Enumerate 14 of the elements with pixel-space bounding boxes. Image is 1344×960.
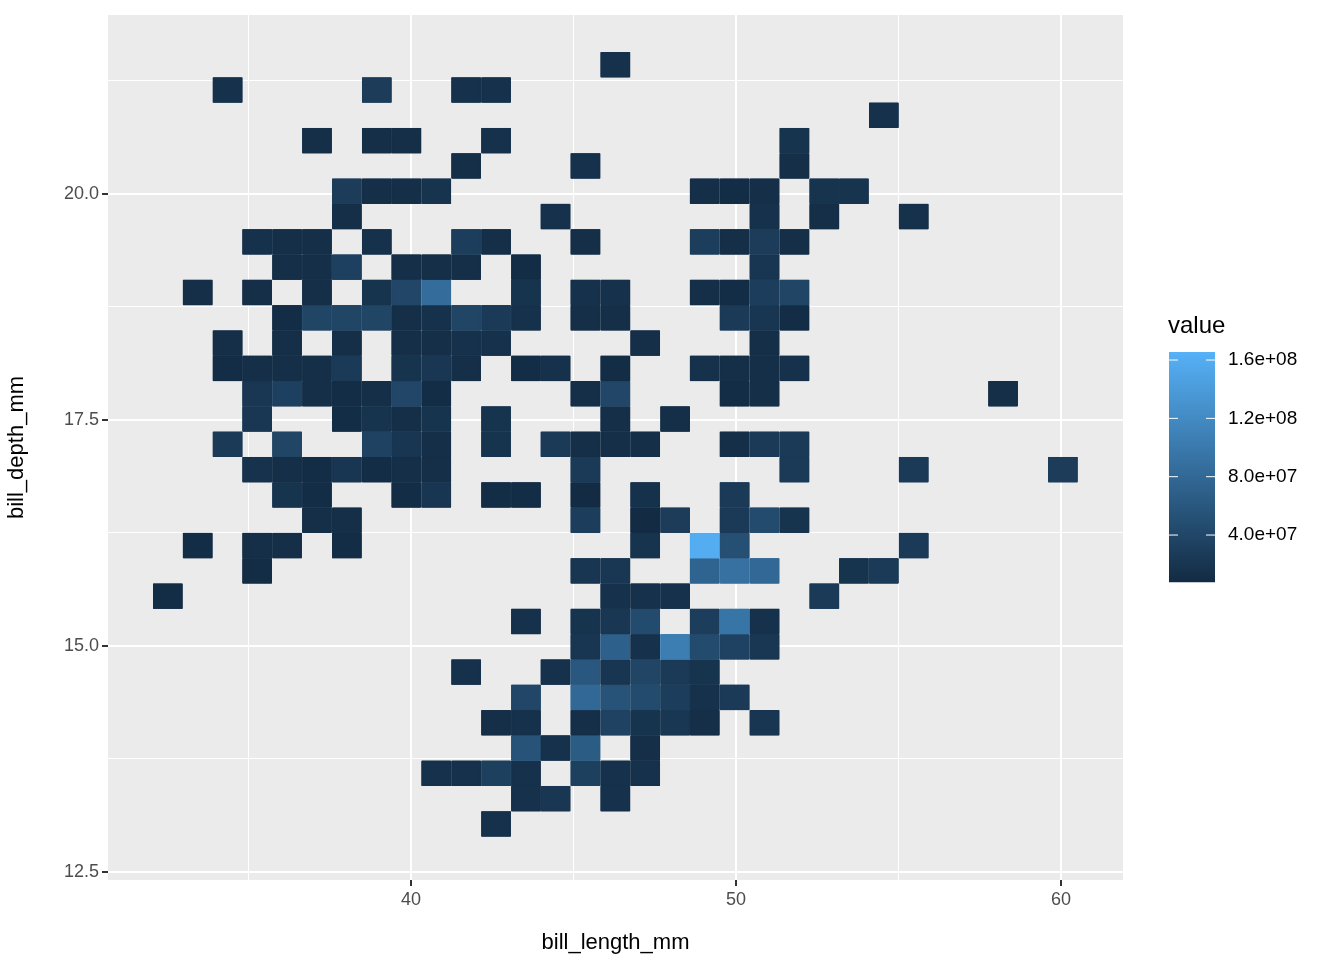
- y-axis-title: bill_depth_mm: [3, 375, 29, 520]
- color-bar-label: 1.6e+08: [1228, 348, 1298, 370]
- y-tick-label: 20.0: [63, 182, 99, 203]
- x-tick-label: 40: [400, 888, 421, 909]
- x-tick-label: 50: [725, 888, 746, 909]
- y-tick-label: 17.5: [63, 408, 99, 429]
- color-bar-title: value: [1168, 311, 1226, 338]
- color-bar-label: 1.2e+08: [1228, 406, 1298, 428]
- y-tick-label: 12.5: [63, 860, 99, 881]
- y-tick-label: 15.0: [63, 634, 99, 655]
- color-bar-label: 4.0e+07: [1228, 523, 1298, 545]
- x-tick-label: 60: [1050, 888, 1071, 909]
- color-bar-label: 8.0e+07: [1228, 464, 1298, 486]
- x-axis-title: bill_length_mm: [541, 928, 690, 954]
